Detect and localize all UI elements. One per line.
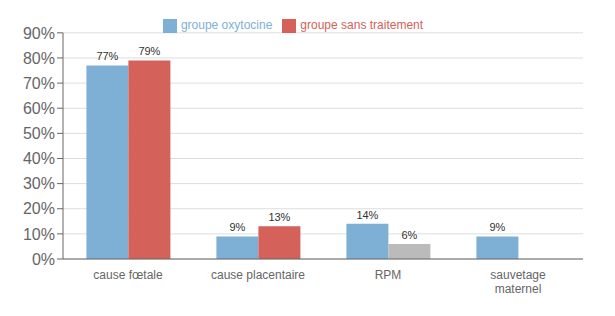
svg-text:13%: 13% bbox=[268, 211, 290, 223]
svg-text:9%: 9% bbox=[489, 221, 505, 233]
svg-text:14%: 14% bbox=[356, 209, 378, 221]
svg-text:79%: 79% bbox=[138, 45, 160, 57]
svg-text:20%: 20% bbox=[23, 200, 55, 217]
svg-text:6%: 6% bbox=[401, 229, 417, 241]
svg-text:0%: 0% bbox=[32, 251, 55, 268]
svg-text:80%: 80% bbox=[23, 50, 55, 67]
svg-text:10%: 10% bbox=[23, 226, 55, 243]
svg-text:cause placentaire: cause placentaire bbox=[211, 268, 305, 282]
svg-text:30%: 30% bbox=[23, 175, 55, 192]
svg-text:77%: 77% bbox=[96, 50, 118, 62]
svg-text:cause fœtale: cause fœtale bbox=[93, 268, 163, 282]
svg-text:70%: 70% bbox=[23, 75, 55, 92]
svg-text:9%: 9% bbox=[229, 221, 245, 233]
svg-text:40%: 40% bbox=[23, 150, 55, 167]
html-text:groupe sans traitement: groupe sans traitement bbox=[300, 18, 424, 32]
svg-text:RPM: RPM bbox=[375, 268, 402, 282]
svg-text:50%: 50% bbox=[23, 125, 55, 142]
svg-text:90%: 90% bbox=[23, 25, 55, 42]
svg-text:60%: 60% bbox=[23, 100, 55, 117]
svg-text:sauvetagematernel: sauvetagematernel bbox=[490, 268, 546, 296]
html-text:groupe oxytocine: groupe oxytocine bbox=[180, 18, 273, 32]
